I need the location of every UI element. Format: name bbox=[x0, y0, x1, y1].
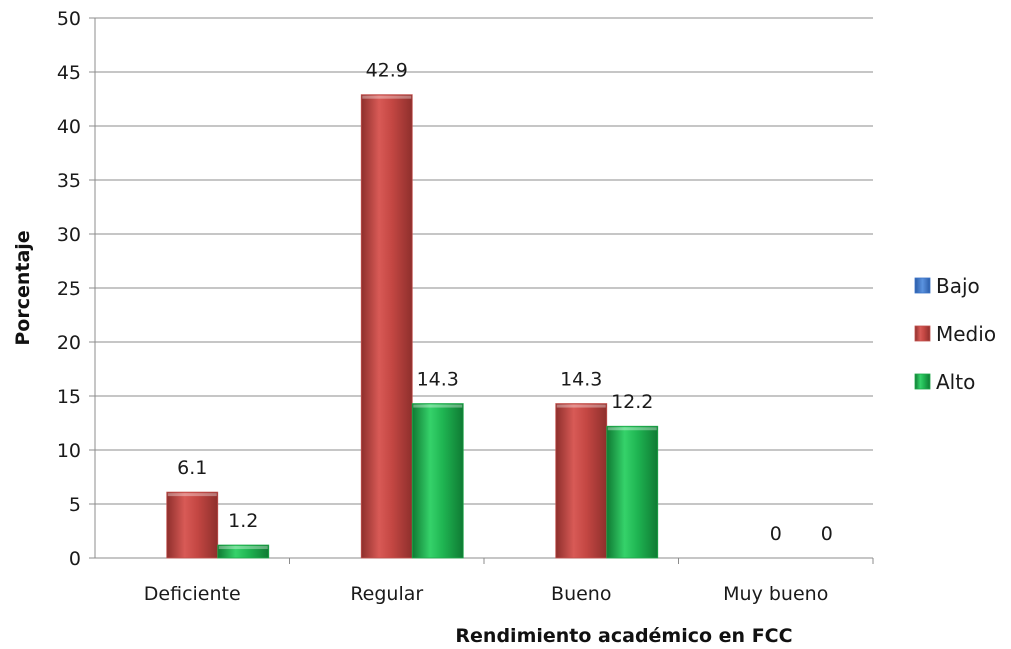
y-tick-label: 35 bbox=[57, 170, 81, 192]
x-tick-label: Bueno bbox=[551, 583, 611, 605]
y-tick-label: 5 bbox=[69, 494, 81, 516]
bar-alto bbox=[606, 425, 659, 559]
legend-swatch-medio bbox=[914, 325, 931, 342]
legend-label-alto: Alto bbox=[936, 370, 975, 394]
y-tick-label: 20 bbox=[57, 332, 81, 354]
legend-label-bajo: Bajo bbox=[936, 274, 980, 298]
y-tick-label: 10 bbox=[57, 440, 81, 462]
bar-alto bbox=[217, 544, 270, 559]
data-label: 6.1 bbox=[177, 457, 207, 479]
axes: 0 5 10 15 20 25 30 35 40 45 50 Deficiente Regular Bue… bbox=[57, 8, 874, 605]
bar-bevel bbox=[167, 493, 217, 497]
x-axis-title: Rendimiento académico en FCC bbox=[455, 625, 792, 647]
data-labels: 6.1 1.2 42.9 14.3 14.3 12.2 0 0 bbox=[177, 60, 833, 545]
x-tick-label: Regular bbox=[350, 583, 423, 605]
bar-bevel bbox=[607, 427, 657, 431]
y-tick-label: 0 bbox=[69, 548, 81, 570]
y-tick-label: 45 bbox=[57, 62, 81, 84]
bar-medio bbox=[555, 403, 608, 559]
data-label: 42.9 bbox=[366, 60, 408, 82]
y-tick-label: 30 bbox=[57, 224, 81, 246]
legend-label-medio: Medio bbox=[936, 322, 996, 346]
bar-bevel bbox=[556, 404, 606, 408]
legend-swatch-alto bbox=[914, 373, 931, 390]
legend-swatch-bajo bbox=[914, 277, 931, 294]
data-label: 12.2 bbox=[611, 391, 653, 413]
bar-bevel bbox=[362, 95, 412, 99]
y-tick-label: 50 bbox=[57, 8, 81, 30]
data-label: 14.3 bbox=[417, 369, 459, 391]
y-tick-label: 25 bbox=[57, 278, 81, 300]
bar-bevel bbox=[413, 404, 463, 408]
data-label: 1.2 bbox=[228, 510, 258, 532]
y-tick-label: 40 bbox=[57, 116, 81, 138]
bar-alto bbox=[411, 403, 464, 559]
y-axis-title: Porcentaje bbox=[12, 230, 34, 345]
legend: Bajo Medio Alto bbox=[914, 274, 996, 394]
data-label: 0 bbox=[821, 523, 833, 545]
data-label: 0 bbox=[770, 523, 782, 545]
bar-medio bbox=[166, 491, 219, 559]
bar-bevel bbox=[218, 546, 268, 550]
bars bbox=[166, 94, 659, 559]
bar-medio bbox=[360, 94, 413, 559]
data-label: 14.3 bbox=[560, 369, 602, 391]
y-tick-label: 15 bbox=[57, 386, 81, 408]
gridlines bbox=[95, 17, 873, 505]
x-tick-label: Deficiente bbox=[144, 583, 241, 605]
x-tick-label: Muy bueno bbox=[723, 583, 828, 605]
